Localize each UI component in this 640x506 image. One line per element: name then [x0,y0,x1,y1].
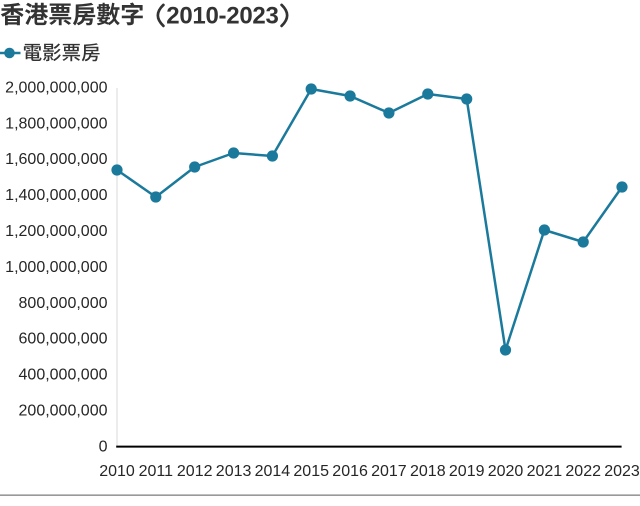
svg-text:2019: 2019 [449,463,485,480]
svg-text:2011: 2011 [139,463,174,480]
svg-text:400,000,000: 400,000,000 [19,367,108,384]
svg-text:2020: 2020 [488,463,524,480]
svg-text:2018: 2018 [410,463,446,480]
svg-text:1,800,000,000: 1,800,000,000 [5,115,107,132]
svg-text:2010-2023: 2010-2023 [166,3,278,30]
svg-text:2016: 2016 [332,463,368,480]
svg-text:2,000,000,000: 2,000,000,000 [5,79,107,96]
svg-text:1,600,000,000: 1,600,000,000 [5,151,107,168]
svg-text:0: 0 [99,438,108,455]
svg-text:1,000,000,000: 1,000,000,000 [5,259,107,276]
svg-text:2012: 2012 [177,463,213,480]
svg-text:2022: 2022 [565,463,601,480]
svg-text:2021: 2021 [527,463,563,480]
svg-text:2023: 2023 [604,463,640,480]
svg-text:2010: 2010 [99,463,135,480]
svg-text:2017: 2017 [371,463,407,480]
svg-text:800,000,000: 800,000,000 [19,295,108,312]
svg-text:2013: 2013 [216,463,252,480]
svg-text:1,400,000,000: 1,400,000,000 [5,187,107,204]
svg-text:2015: 2015 [293,463,329,480]
svg-text:1,200,000,000: 1,200,000,000 [5,223,107,240]
svg-text:2014: 2014 [255,463,291,480]
svg-text:600,000,000: 600,000,000 [19,331,108,348]
svg-text:200,000,000: 200,000,000 [19,403,108,420]
